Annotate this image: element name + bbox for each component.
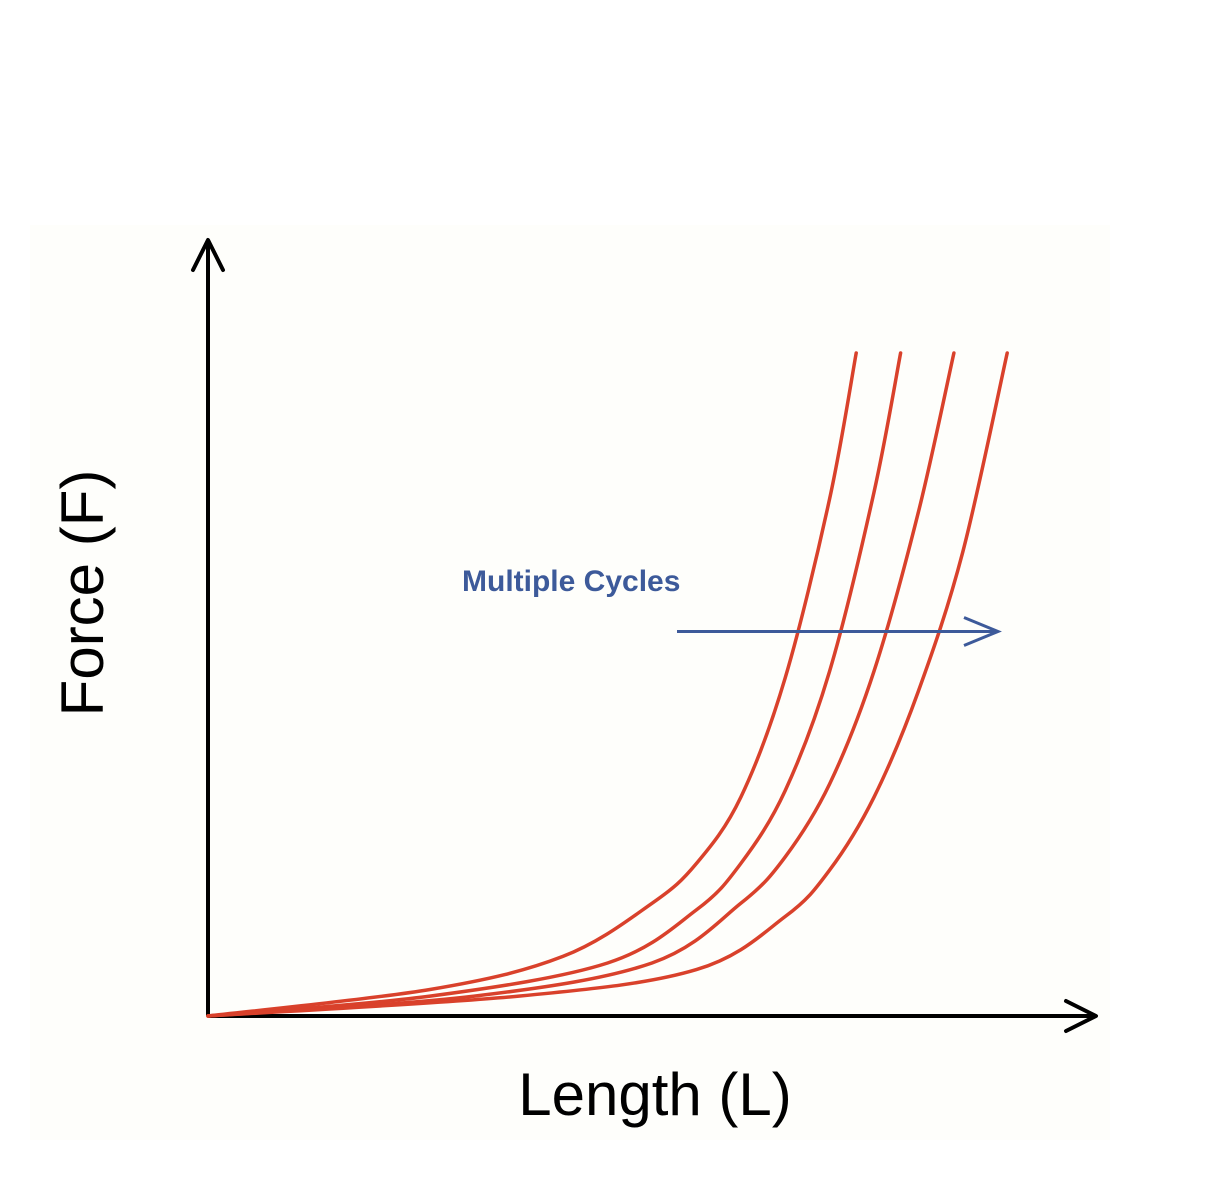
cycle-curve-1 [206, 351, 858, 1018]
cycle-curve-4 [206, 351, 1009, 1018]
cycle-curve-3 [206, 351, 956, 1018]
multiple-cycles-label: Multiple Cycles [462, 565, 680, 598]
x-axis-label: Length (L) [518, 1061, 792, 1128]
y-axis-arrowhead [191, 238, 225, 272]
x-axis-arrowhead [1064, 999, 1098, 1033]
series-layer [206, 351, 1009, 1018]
cycle-curve-2 [206, 351, 903, 1018]
y-axis-label: Force (F) [49, 470, 116, 717]
multiple-cycles-arrowhead [963, 616, 1002, 647]
